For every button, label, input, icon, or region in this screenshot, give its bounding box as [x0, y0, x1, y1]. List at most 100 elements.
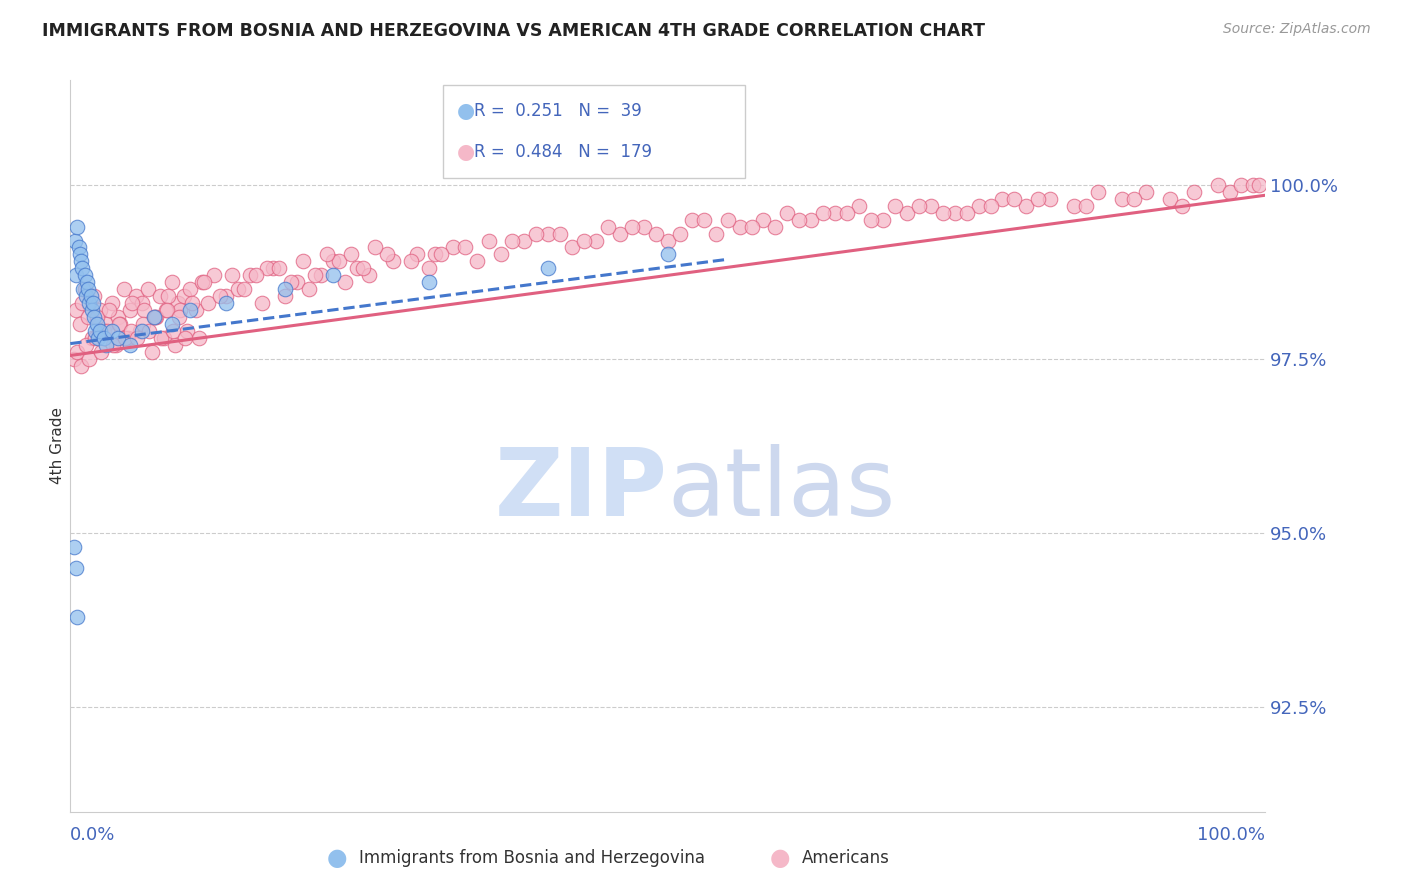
- Point: [256, 261, 278, 276]
- Point: [128, 324, 150, 338]
- Point: [121, 296, 143, 310]
- Text: ●: ●: [457, 102, 475, 121]
- Point: [157, 289, 180, 303]
- Point: [167, 296, 190, 310]
- Point: [136, 282, 159, 296]
- Point: [63, 540, 86, 554]
- Point: [239, 268, 262, 283]
- Point: [537, 261, 560, 276]
- Point: [1076, 199, 1098, 213]
- Point: [502, 234, 524, 248]
- Point: [399, 254, 422, 268]
- Point: [176, 324, 198, 338]
- Point: [86, 317, 108, 331]
- Point: [967, 199, 990, 213]
- Point: [80, 303, 103, 318]
- Point: [65, 268, 87, 283]
- Text: R =  0.484   N =  179: R = 0.484 N = 179: [474, 143, 652, 161]
- Point: [1039, 192, 1062, 206]
- Point: [83, 289, 105, 303]
- Point: [932, 205, 955, 219]
- Point: [346, 261, 368, 276]
- Point: [131, 324, 153, 338]
- Text: ZIP: ZIP: [495, 444, 668, 536]
- Point: [208, 289, 231, 303]
- Point: [226, 282, 249, 296]
- Point: [87, 331, 110, 345]
- Point: [513, 234, 536, 248]
- Text: ●: ●: [457, 142, 475, 161]
- Point: [110, 317, 132, 331]
- Point: [609, 227, 631, 241]
- Point: [657, 234, 679, 248]
- Point: [155, 303, 177, 318]
- Point: [489, 247, 512, 261]
- Point: [920, 199, 942, 213]
- Point: [1171, 199, 1194, 213]
- Point: [1087, 185, 1109, 199]
- Point: [66, 219, 89, 234]
- Point: [824, 205, 846, 219]
- Point: [149, 289, 172, 303]
- Point: [1182, 185, 1205, 199]
- Point: [550, 227, 572, 241]
- Point: [184, 303, 207, 318]
- Point: [896, 205, 918, 219]
- Point: [693, 212, 716, 227]
- Point: [406, 247, 429, 261]
- Text: Americans: Americans: [801, 849, 889, 867]
- Point: [160, 317, 183, 331]
- Point: [63, 351, 86, 366]
- Point: [359, 268, 381, 283]
- Point: [179, 303, 201, 318]
- Point: [340, 247, 363, 261]
- Point: [1111, 192, 1133, 206]
- Point: [298, 282, 321, 296]
- Point: [103, 338, 125, 352]
- Point: [526, 227, 548, 241]
- Point: [114, 331, 136, 345]
- Point: [76, 275, 98, 289]
- Point: [191, 275, 214, 289]
- Point: [131, 296, 153, 310]
- Point: [423, 247, 446, 261]
- Point: [86, 310, 108, 325]
- Point: [430, 247, 453, 261]
- Point: [980, 199, 1002, 213]
- Point: [145, 310, 167, 325]
- Point: [96, 324, 118, 338]
- Point: [1028, 192, 1050, 206]
- Y-axis label: 4th Grade: 4th Grade: [49, 408, 65, 484]
- Point: [188, 331, 211, 345]
- Point: [633, 219, 655, 234]
- Point: [375, 247, 398, 261]
- Point: [73, 268, 96, 283]
- Point: [250, 296, 273, 310]
- Point: [1015, 199, 1038, 213]
- Point: [752, 212, 775, 227]
- Point: [75, 289, 97, 303]
- Point: [537, 227, 560, 241]
- Point: [645, 227, 668, 241]
- Point: [1123, 192, 1146, 206]
- Point: [152, 331, 174, 345]
- Point: [97, 303, 120, 318]
- Point: [132, 317, 155, 331]
- Point: [352, 261, 374, 276]
- Point: [304, 268, 326, 283]
- Point: [322, 254, 344, 268]
- Point: [143, 310, 166, 325]
- Point: [1249, 178, 1271, 192]
- Point: [681, 212, 703, 227]
- Point: [221, 268, 243, 283]
- Point: [70, 261, 93, 276]
- Point: [93, 324, 115, 338]
- Point: [101, 296, 124, 310]
- Point: [478, 234, 501, 248]
- Point: [274, 282, 297, 296]
- Point: [1243, 178, 1265, 192]
- Point: [441, 240, 464, 254]
- Point: [728, 219, 751, 234]
- Point: [162, 324, 184, 338]
- Point: [1159, 192, 1181, 206]
